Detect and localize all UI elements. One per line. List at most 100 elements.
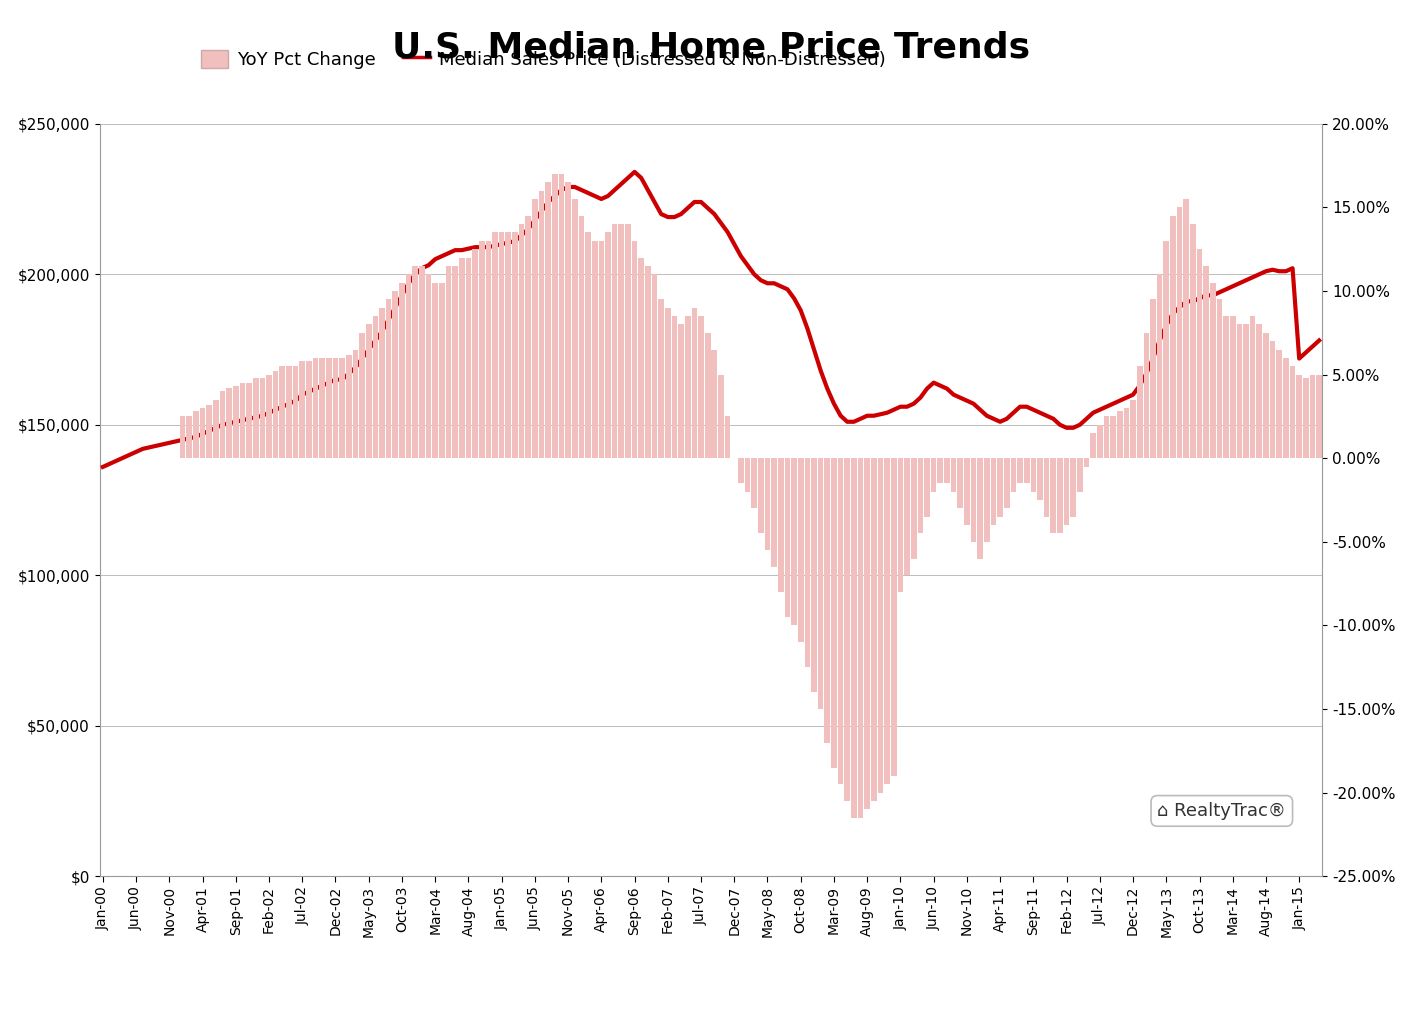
Bar — [499, 232, 505, 458]
Bar — [931, 458, 937, 492]
Bar — [1210, 282, 1216, 458]
Bar — [991, 458, 997, 525]
Bar — [725, 417, 731, 458]
Bar — [365, 325, 371, 458]
Bar — [226, 388, 232, 458]
Bar — [519, 224, 525, 458]
Bar — [186, 417, 192, 458]
Bar — [286, 366, 292, 458]
Bar — [805, 458, 811, 667]
Bar — [745, 458, 751, 492]
Bar — [917, 458, 923, 533]
Bar — [1071, 458, 1076, 517]
Bar — [452, 266, 458, 458]
Bar — [1096, 425, 1102, 458]
Bar — [1263, 333, 1268, 458]
Bar — [1303, 378, 1308, 458]
Bar — [638, 258, 644, 458]
Bar — [685, 317, 691, 458]
Bar — [392, 291, 398, 458]
Bar — [1197, 250, 1203, 458]
Bar — [924, 458, 930, 517]
Bar — [1283, 358, 1288, 458]
Bar — [233, 387, 239, 458]
Bar — [572, 199, 577, 458]
Bar — [459, 258, 465, 458]
Bar — [1270, 341, 1276, 458]
Bar — [897, 458, 903, 592]
Bar — [984, 458, 990, 542]
Bar — [1076, 458, 1082, 492]
Bar — [1203, 266, 1209, 458]
Bar — [346, 355, 351, 458]
Bar — [193, 411, 199, 458]
Bar — [306, 361, 311, 458]
Bar — [1183, 199, 1189, 458]
Bar — [1017, 458, 1022, 484]
Bar — [865, 458, 870, 809]
Bar — [811, 458, 816, 693]
Bar — [419, 266, 425, 458]
Bar — [957, 458, 963, 508]
Bar — [944, 458, 950, 484]
Bar — [951, 458, 957, 492]
Bar — [778, 458, 784, 592]
Bar — [465, 258, 471, 458]
Bar — [872, 458, 876, 801]
Text: U.S. Median Home Price Trends: U.S. Median Home Price Trends — [392, 31, 1030, 65]
Bar — [711, 350, 717, 458]
Bar — [857, 458, 863, 818]
Bar — [977, 458, 983, 559]
Bar — [485, 241, 491, 458]
Bar — [479, 241, 485, 458]
Bar — [937, 458, 943, 484]
Bar — [838, 458, 843, 785]
Bar — [213, 400, 219, 458]
Bar — [380, 307, 385, 458]
Bar — [599, 241, 604, 458]
Bar — [665, 307, 671, 458]
Bar — [1150, 299, 1156, 458]
Bar — [651, 274, 657, 458]
Bar — [904, 458, 910, 575]
Bar — [1237, 325, 1243, 458]
Bar — [830, 458, 836, 768]
Bar — [326, 358, 331, 458]
Bar — [1257, 325, 1263, 458]
Bar — [1163, 241, 1169, 458]
Bar — [532, 199, 538, 458]
Bar — [798, 458, 803, 642]
Bar — [1217, 299, 1223, 458]
Bar — [179, 417, 185, 458]
Bar — [260, 378, 264, 458]
Bar — [1044, 458, 1049, 517]
Bar — [579, 215, 584, 458]
Bar — [1230, 317, 1236, 458]
Bar — [1130, 400, 1136, 458]
Bar — [884, 458, 890, 785]
Bar — [825, 458, 830, 742]
Bar — [253, 378, 259, 458]
Bar — [631, 241, 637, 458]
Bar — [658, 299, 664, 458]
Bar — [246, 383, 252, 458]
Bar — [852, 458, 856, 818]
Bar — [373, 317, 378, 458]
Bar — [273, 371, 279, 458]
Bar — [1223, 317, 1229, 458]
Bar — [1277, 350, 1283, 458]
Bar — [1317, 374, 1322, 458]
Bar — [1243, 325, 1249, 458]
Bar — [400, 282, 405, 458]
Bar — [765, 458, 771, 551]
Bar — [1031, 458, 1037, 492]
Bar — [758, 458, 764, 533]
Bar — [671, 317, 677, 458]
Bar — [1064, 458, 1069, 525]
Bar — [472, 250, 478, 458]
Bar — [771, 458, 776, 567]
Bar — [691, 307, 697, 458]
Bar — [385, 299, 391, 458]
Bar — [432, 282, 438, 458]
Bar — [1111, 417, 1116, 458]
